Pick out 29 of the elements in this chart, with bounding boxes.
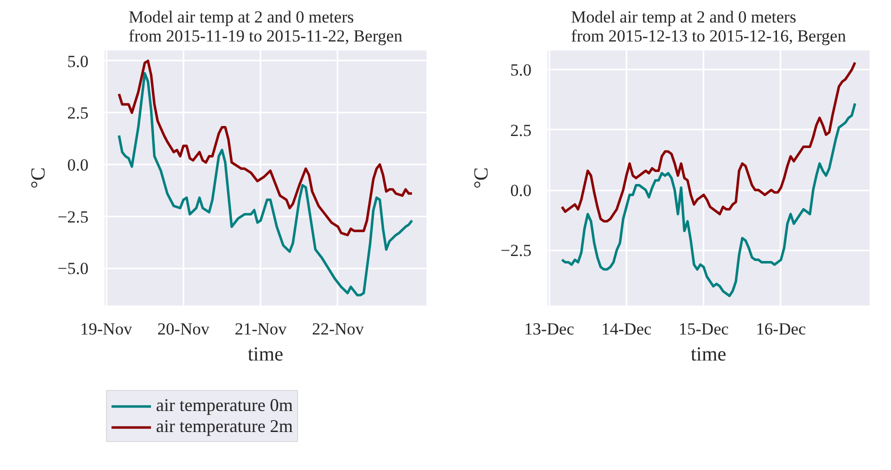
x-axis-title: time — [248, 344, 284, 366]
y-tick-label: 5.0 — [67, 52, 88, 71]
x-tick-label: 15-Dec — [678, 320, 730, 338]
y-tick-label: −2.5 — [500, 241, 532, 260]
chart-title: Model air temp at 2 and 0 meters from 2015-11-19 to 2015-11-22, Bergen — [128, 8, 403, 46]
y-tick-label: 2.5 — [67, 104, 88, 123]
legend-label: air temperature 2m — [156, 416, 293, 437]
y-tick-label: 2.5 — [510, 120, 532, 140]
line-series — [118, 72, 414, 296]
y-axis-title: °C — [28, 167, 50, 189]
x-tick-label: 19-Nov — [80, 320, 133, 338]
y-tick-label: 0.0 — [67, 156, 88, 175]
line-series — [118, 60, 414, 236]
chart-title: Model air temp at 2 and 0 meters from 2015-12-13 to 2015-12-16, Bergen — [571, 8, 846, 46]
line-series — [560, 102, 856, 298]
y-tick-label: 0.0 — [510, 181, 532, 200]
y-tick-label: 5.0 — [510, 60, 532, 80]
line-series — [560, 61, 856, 223]
x-tick-label: 16-Dec — [756, 320, 806, 338]
y-axis-title: °C — [470, 167, 493, 189]
legend-label: air temperature 0m — [156, 395, 293, 416]
x-axis-title: time — [690, 344, 726, 366]
y-tick-label: −5.0 — [58, 259, 89, 278]
x-tick-label: 21-Nov — [234, 320, 288, 338]
x-tick-label: 14-Dec — [601, 320, 652, 338]
x-tick-label: 20-Nov — [157, 320, 210, 338]
y-tick-label: −2.5 — [58, 207, 89, 226]
x-tick-label: 13-Dec — [524, 320, 575, 338]
x-tick-label: 22-Nov — [312, 320, 364, 338]
